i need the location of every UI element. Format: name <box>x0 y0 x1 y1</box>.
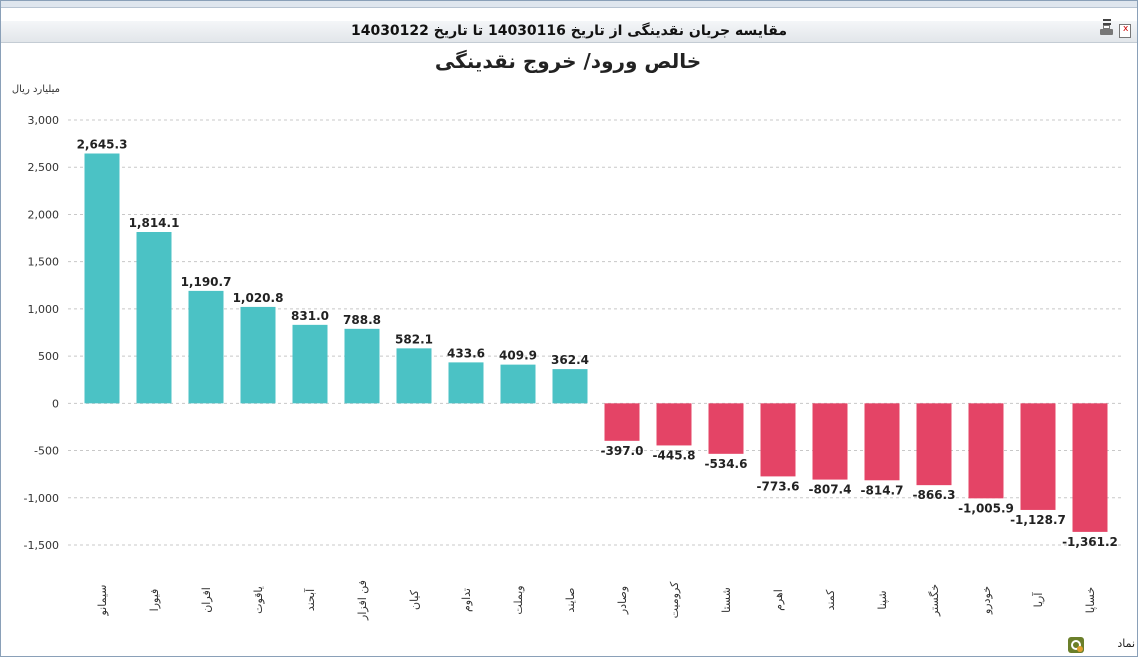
bar-value-label: -1,005.9 <box>958 501 1014 515</box>
x-tick-label: خودرو <box>980 586 993 615</box>
bar[interactable] <box>188 290 224 404</box>
y-tick-label: 2,500 <box>28 161 60 174</box>
bar[interactable] <box>604 403 640 441</box>
x-tick-label: سیمانو <box>96 585 109 617</box>
x-tick-label: شپنا <box>876 590 889 609</box>
bar-value-label: -1,128.7 <box>1010 513 1066 527</box>
chart-title: خالص ورود/ خروج نقدینگی <box>435 49 701 73</box>
bar-value-label: -866.3 <box>913 488 956 502</box>
bars <box>84 153 1108 532</box>
bar-value-label: 582.1 <box>395 332 433 346</box>
x-tick-label: فن افزار <box>356 580 369 621</box>
bar-value-label: -1,361.2 <box>1062 535 1118 549</box>
bar[interactable] <box>760 403 796 477</box>
logo-icon <box>1068 637 1084 653</box>
x-tick-label: کیان <box>408 589 421 610</box>
x-tick-label: شستا <box>720 587 733 613</box>
bar[interactable] <box>812 403 848 480</box>
x-tick-label: فیورا <box>148 589 161 612</box>
x-tick-label: وصادر <box>616 586 629 615</box>
bar-value-label: 1,190.7 <box>181 275 232 289</box>
bar-value-label: -397.0 <box>601 444 644 458</box>
bar[interactable] <box>656 403 692 446</box>
bar[interactable] <box>1020 403 1056 510</box>
y-tick-label: 1,500 <box>28 256 60 269</box>
window-titlebar: مقایسه جریان نقدینگی از تاریخ 14030116 ت… <box>1 19 1137 43</box>
bar-value-label: -445.8 <box>653 448 696 462</box>
bar-value-label: -534.6 <box>705 457 748 471</box>
y-tick-label: -1,000 <box>24 492 59 505</box>
bar[interactable] <box>344 328 380 404</box>
bar[interactable] <box>240 306 276 404</box>
print-icon[interactable] <box>1100 25 1113 37</box>
bar[interactable] <box>708 403 744 454</box>
window-title: مقایسه جریان نقدینگی از تاریخ 14030116 ت… <box>350 23 788 39</box>
bar[interactable] <box>136 232 172 404</box>
x-tick-label: آبحند <box>303 588 317 611</box>
window-top-strip <box>1 1 1137 8</box>
y-tick-label: 1,000 <box>28 303 60 316</box>
bar-value-label: -807.4 <box>809 483 852 497</box>
bar-value-label: 433.6 <box>447 346 485 360</box>
y-tick-label: -1,500 <box>24 539 59 552</box>
x-tick-label: کمند <box>824 589 837 610</box>
bar[interactable] <box>448 362 484 404</box>
bar[interactable] <box>1072 403 1108 532</box>
bar-value-label: 1,020.8 <box>233 291 284 305</box>
y-tick-label: 500 <box>38 350 59 363</box>
bar-value-label: -814.7 <box>861 483 904 497</box>
bar-value-label: 1,814.1 <box>129 216 180 230</box>
y-axis-unit-label: میلیارد ریال <box>12 84 60 95</box>
x-tick-label: آریا <box>1031 592 1045 608</box>
x-tick-label: یاقوت <box>252 586 265 614</box>
x-tick-label: تداوم <box>460 588 473 612</box>
bar[interactable] <box>864 403 900 481</box>
bar[interactable] <box>552 369 588 404</box>
grid-lines <box>68 119 1124 546</box>
bar[interactable] <box>916 403 952 486</box>
x-tick-label: خساپا <box>1084 587 1097 613</box>
symbol-legend-label: نماد <box>1117 637 1135 650</box>
bar-value-label: -773.6 <box>757 479 800 493</box>
x-tick-label: افران <box>200 587 213 613</box>
bar-value-label: 2,645.3 <box>77 137 128 151</box>
bar[interactable] <box>292 324 328 404</box>
x-tick-label: صایند <box>564 588 577 613</box>
bar-value-label: 362.4 <box>551 353 589 367</box>
x-tick-label: کرومیت <box>668 581 681 618</box>
x-tick-label: وبملت <box>512 585 525 614</box>
bar[interactable] <box>84 153 120 404</box>
value-labels: 2,645.3 1,814.1 1,190.71,020.8 831.0 788.8 58… <box>77 137 1118 548</box>
export-icon[interactable] <box>1119 24 1131 38</box>
y-tick-label: 2,000 <box>28 208 60 221</box>
bar[interactable] <box>968 403 1004 499</box>
y-tick-label: -500 <box>34 445 59 458</box>
bar-value-label: 409.9 <box>499 349 537 363</box>
bar[interactable] <box>500 364 536 404</box>
y-axis-ticks: 3,000 2,500 2,000 1,500 1,000 500 0 -500 -1,000 -… <box>24 114 59 552</box>
x-axis-ticks: سیمانو فیورا افران یاقوت آبحند فن افزار کیان تد… <box>96 580 1097 621</box>
x-tick-label: اهرم <box>772 589 785 611</box>
bar-value-label: 831.0 <box>291 309 329 323</box>
minimize-icon[interactable] <box>1099 11 1115 27</box>
bar-value-label: 788.8 <box>343 313 381 327</box>
y-tick-label: 3,000 <box>28 114 60 127</box>
x-tick-label: خگستر <box>928 584 941 617</box>
y-tick-label: 0 <box>52 397 59 410</box>
bar[interactable] <box>396 348 432 404</box>
